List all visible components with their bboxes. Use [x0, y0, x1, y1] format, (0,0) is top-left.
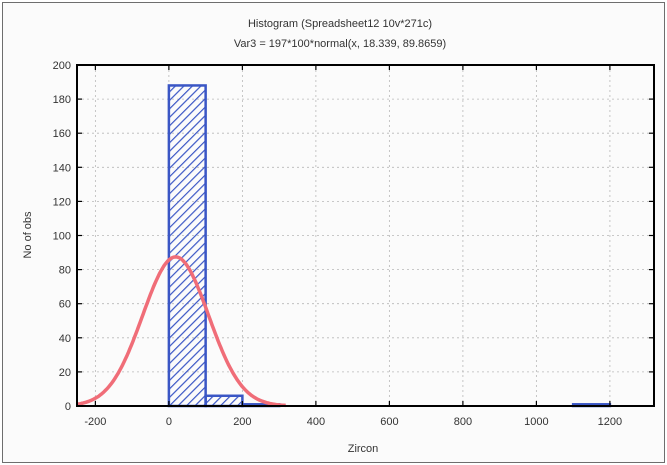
y-tick-label: 160 [53, 128, 71, 140]
histogram-bar [204, 394, 244, 408]
x-tick-label: -200 [84, 416, 106, 428]
normal-fit-curve [76, 255, 287, 408]
y-tick-label: 140 [53, 162, 71, 174]
y-tick-label: 0 [65, 401, 71, 413]
histogram-bar [167, 84, 207, 408]
y-ticks: 0 20 40 60 80 100 120 140 160 180 200 [53, 60, 654, 413]
fit-curve [76, 255, 287, 408]
y-tick-label: 200 [53, 60, 71, 72]
x-tick-label: 1200 [598, 416, 622, 428]
x-ticks: -200 0 200 400 600 800 1000 1200 [84, 65, 622, 428]
histogram-chart: Histogram (Spreadsheet12 10v*271c) Var3 … [22, 18, 655, 455]
x-tick-label: 200 [233, 416, 251, 428]
chart-subtitle: Var3 = 197*100*normal(x, 18.339, 89.8659… [234, 38, 446, 50]
x-axis-label: Zircon [348, 443, 379, 455]
y-tick-label: 120 [53, 196, 71, 208]
chart-title: Histogram (Spreadsheet12 10v*271c) [248, 18, 432, 30]
x-tick-label: 400 [307, 416, 325, 428]
y-axis-label: No of obs [22, 211, 34, 259]
y-tick-label: 180 [53, 94, 71, 106]
y-tick-label: 20 [59, 367, 71, 379]
y-tick-label: 40 [59, 333, 71, 345]
y-tick-label: 80 [59, 265, 71, 277]
x-tick-label: 600 [380, 416, 398, 428]
y-tick-label: 60 [59, 299, 71, 311]
grid [77, 65, 654, 406]
x-tick-label: 1000 [524, 416, 548, 428]
x-tick-label: 0 [166, 416, 172, 428]
x-tick-label: 800 [454, 416, 472, 428]
y-tick-label: 100 [53, 231, 71, 243]
